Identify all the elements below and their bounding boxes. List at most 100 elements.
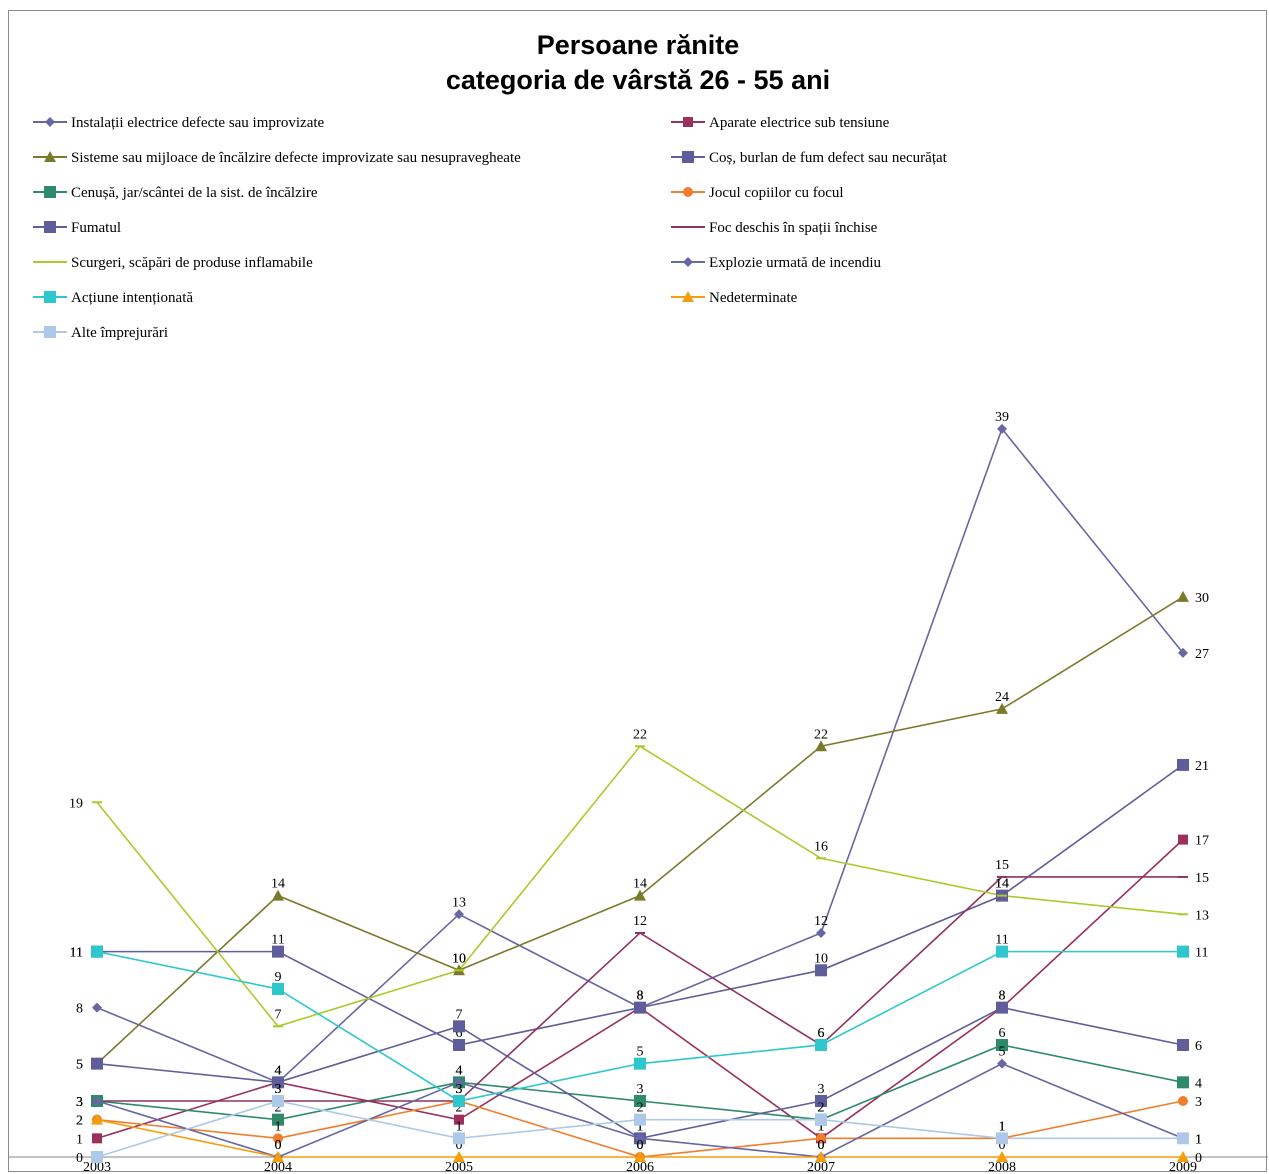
legend-marker-3: [682, 151, 694, 163]
chart-title-line-2: categoria de vârstă 26 - 55 ani: [446, 65, 830, 95]
data-label-6-2: 7: [456, 1007, 463, 1022]
point-5-6: [1178, 1095, 1188, 1106]
point-3-3: [634, 1001, 646, 1014]
data-label-8-6: 13: [1195, 908, 1209, 923]
legend-marker-0: [45, 117, 55, 127]
point-4-1: [272, 1113, 284, 1126]
chart-frame: Persoane rănite categoria de vârstă 26 - …: [8, 10, 1268, 1173]
point-9-3: [635, 1133, 645, 1144]
data-label-9-4: 0: [818, 1138, 825, 1153]
x-tick-label-1: 2004: [264, 1160, 292, 1173]
legend-label-1: Aparate electrice sub tensiune: [709, 115, 890, 131]
data-label-7-3: 12: [633, 914, 647, 929]
point-6-2: [453, 1020, 465, 1033]
data-label-10-3: 5: [637, 1045, 644, 1060]
point-9-5: [997, 1058, 1007, 1069]
data-label-6-0: 5: [76, 1058, 83, 1073]
data-label-12-2: 1: [456, 1119, 463, 1134]
data-label-3-1: 11: [271, 933, 284, 948]
data-label-2-4: 22: [814, 727, 828, 742]
legend-marker-1: [683, 117, 693, 127]
legend-marker-11: [682, 291, 694, 302]
legend-label-7: Foc deschis în spații închise: [709, 220, 878, 236]
data-label-5-6: 3: [1195, 1095, 1202, 1110]
legend-marker-12: [44, 326, 56, 338]
legend-label-12: Alte împrejurări: [71, 325, 168, 341]
data-label-8-5: 14: [995, 877, 1009, 892]
data-label-7-0: 3: [76, 1095, 83, 1110]
data-label-11-3: 0: [637, 1138, 644, 1153]
legend-label-5: Jocul copiilor cu focul: [709, 185, 844, 201]
x-tick-label-2: 2005: [445, 1160, 473, 1173]
legend-marker-10: [44, 291, 56, 303]
point-2-4: [815, 740, 827, 752]
data-label-1-6: 17: [1195, 834, 1209, 849]
data-label-1-4: 1: [818, 1119, 825, 1134]
point-11-6: [1177, 1151, 1189, 1162]
point-12-1: [272, 1094, 284, 1107]
data-label-4-5: 6: [999, 1026, 1006, 1041]
point-2-3: [634, 889, 646, 901]
x-tick-label-5: 2008: [988, 1160, 1016, 1173]
point-1-0: [92, 1133, 102, 1144]
point-10-6: [1177, 945, 1189, 958]
data-label-12-4: 2: [818, 1101, 825, 1116]
data-label-3-2: 6: [456, 1026, 463, 1041]
data-label-10-1: 9: [275, 970, 282, 985]
legend-label-2: Sisteme sau mijloace de încălzire defect…: [71, 150, 521, 166]
legend-marker-9: [683, 257, 693, 267]
data-label-8-4: 16: [814, 839, 828, 854]
data-label-12-1: 3: [275, 1082, 282, 1097]
point-0-6: [1178, 647, 1188, 658]
point-0-0: [92, 1002, 102, 1013]
data-label-10-6: 11: [1195, 946, 1208, 961]
legend-label-6: Fumatul: [71, 220, 121, 236]
point-11-5: [996, 1151, 1008, 1162]
data-label-2-5: 24: [995, 690, 1009, 705]
data-label-9-1: 0: [275, 1138, 282, 1153]
data-label-11-2: 0: [456, 1138, 463, 1153]
data-label-6-3: 1: [637, 1119, 644, 1134]
data-label-2-3: 14: [633, 877, 647, 892]
data-label-7-1: 3: [275, 1082, 282, 1097]
point-10-3: [634, 1057, 646, 1070]
chart-title-line-1: Persoane rănite: [537, 30, 740, 60]
data-label-6-5: 8: [999, 989, 1006, 1004]
data-label-8-1: 7: [275, 1007, 282, 1022]
data-label-10-2: 3: [456, 1082, 463, 1097]
data-label-4-6: 4: [1195, 1076, 1202, 1091]
data-label-11-0: 2: [76, 1114, 83, 1129]
x-tick-label-0: 2003: [83, 1160, 111, 1173]
legend-label-8: Scurgeri, scăpări de produse inflamabile: [71, 255, 313, 271]
data-label-9-6: 1: [1195, 1132, 1202, 1147]
point-3-1: [272, 945, 284, 958]
data-label-4-4: 2: [818, 1101, 825, 1116]
legend-marker-5: [683, 187, 693, 197]
data-label-4-1: 2: [275, 1101, 282, 1116]
data-label-12-6: 1: [1195, 1132, 1202, 1147]
point-10-2: [453, 1094, 465, 1107]
data-label-11-1: 0: [275, 1138, 282, 1153]
data-label-6-6: 6: [1195, 1039, 1202, 1054]
legend-marker-4: [44, 186, 56, 198]
line-chart: Persoane rănite categoria de vârstă 26 - …: [9, 30, 1268, 1173]
point-0-5: [997, 423, 1007, 434]
data-label-3-6: 21: [1195, 759, 1209, 774]
data-label-5-3: 0: [637, 1138, 644, 1153]
point-11-4: [815, 1151, 827, 1162]
point-9-2: [454, 1077, 464, 1088]
point-11-3: [634, 1151, 646, 1162]
series-line-0: [96, 427, 1184, 1084]
data-label-3-3: 8: [637, 989, 644, 1004]
data-label-1-2: 2: [456, 1101, 463, 1116]
point-5-1: [273, 1133, 283, 1144]
data-label-11-4: 0: [818, 1138, 825, 1153]
point-12-2: [453, 1132, 465, 1145]
data-label-1-0: 1: [76, 1132, 83, 1147]
data-label-1-3: 8: [637, 989, 644, 1004]
series-line-10: [96, 950, 1183, 1102]
data-label-1-5: 8: [999, 989, 1006, 1004]
point-1-2: [454, 1114, 464, 1125]
point-4-6: [1177, 1076, 1189, 1089]
data-label-2-1: 14: [271, 877, 285, 892]
